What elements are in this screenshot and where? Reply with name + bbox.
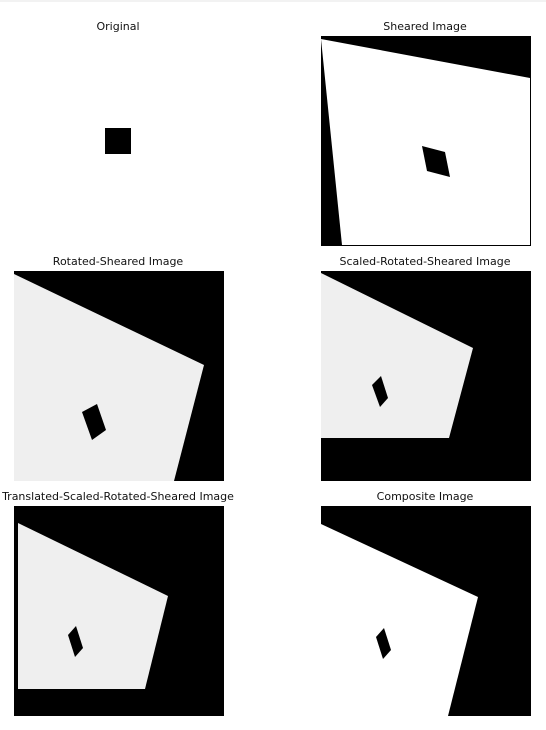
top-divider [0,0,546,2]
panel-scaled-rotated-sheared [321,271,531,481]
scaled-rotated-sheared-plane [321,273,473,438]
panel-title-composite: Composite Image [376,490,474,503]
sheared-square [422,146,450,177]
panel-translated-scaled-rotated-sheared [14,506,224,716]
panel-title-translated-scaled-rotated-sheared: Translated-Scaled-Rotated-Sheared Image [2,490,234,503]
panel-title-original: Original [96,20,140,33]
rotated-sheared-square [82,404,106,440]
sheared-plane [321,39,530,245]
panel-sheared [321,36,531,246]
panel-title-sheared: Sheared Image [383,20,467,33]
panel-title-scaled-rotated-sheared: Scaled-Rotated-Sheared Image [339,255,511,268]
panel-rotated-sheared [14,271,224,481]
translated-scaled-rotated-sheared-square [68,626,83,657]
scaled-rotated-sheared-square [372,376,388,407]
rotated-sheared-plane [14,274,204,481]
original-square [105,128,131,154]
panel-original [14,36,224,246]
translated-scaled-rotated-sheared-plane [18,523,168,689]
composite-square [376,628,391,659]
composite-plane [321,524,478,716]
panel-composite [321,506,531,716]
panel-title-rotated-sheared: Rotated-Sheared Image [52,255,184,268]
